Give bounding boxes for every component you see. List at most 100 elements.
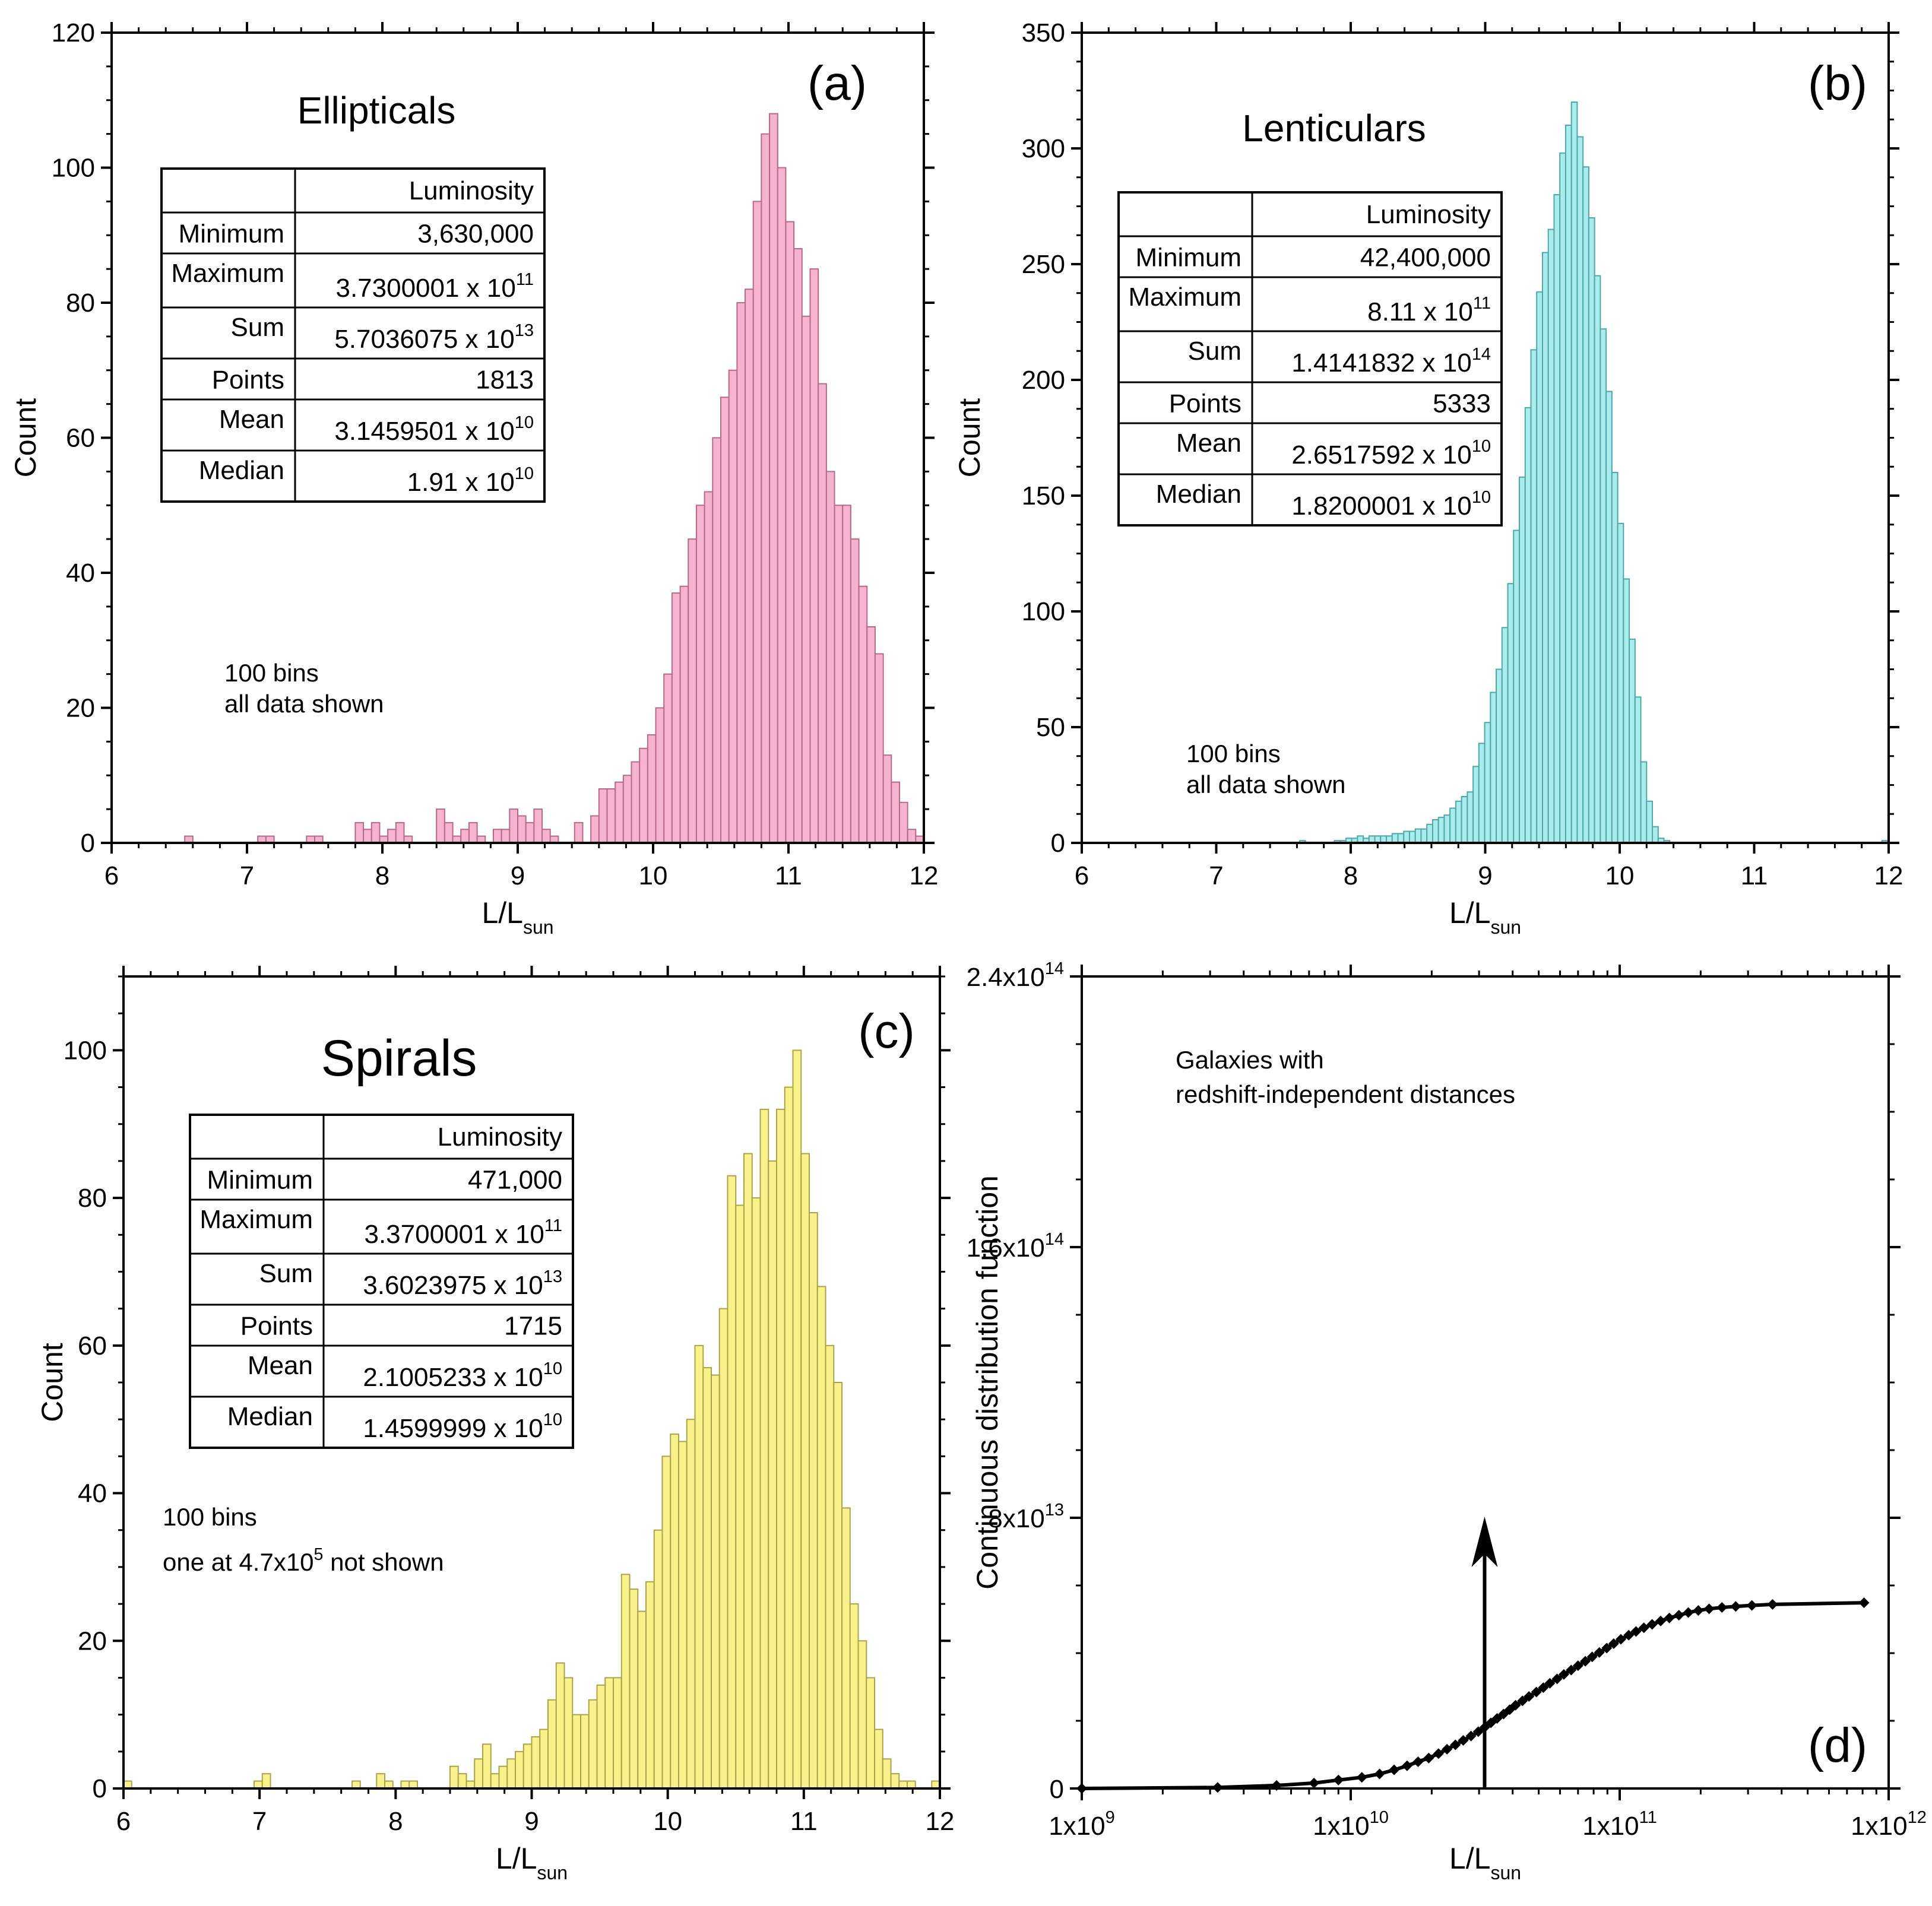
- histogram-bar: [1582, 166, 1589, 844]
- histogram-bar: [686, 1419, 696, 1790]
- y-tick-label: 50: [1036, 713, 1065, 742]
- histogram-bar: [604, 1677, 614, 1790]
- stats-value-points: 1715: [504, 1312, 562, 1341]
- stats-value-maximum-base: 3.7300001 x 10: [335, 274, 515, 303]
- histogram-note-line: all data shown: [1186, 770, 1346, 798]
- cdf-point: [1465, 1730, 1477, 1742]
- x-tick-label: 11: [790, 1807, 818, 1836]
- x-tick-label: 6: [116, 1807, 131, 1836]
- histogram-bar: [598, 788, 608, 843]
- histogram-bar: [517, 815, 527, 843]
- x-tick-label-exponent: 10: [1370, 1808, 1389, 1827]
- histogram-bar: [525, 822, 535, 843]
- cdf-point: [1683, 1607, 1694, 1618]
- histogram-bar: [1431, 819, 1439, 843]
- stats-value-median-exponent: 10: [1472, 488, 1491, 507]
- histogram-bar: [702, 1367, 712, 1789]
- histogram-bar: [1559, 152, 1566, 843]
- histogram-note-line: 100 bins: [224, 659, 319, 687]
- histogram-bar: [492, 829, 502, 843]
- histogram-bar: [501, 829, 511, 843]
- note-pre: one at 4.7x10: [163, 1548, 314, 1576]
- stats-value-points: 1813: [476, 366, 534, 395]
- stats-value-maximum-exponent: 11: [544, 1216, 562, 1235]
- stats-value-sum: 5.7036075 x 1013: [334, 321, 534, 354]
- histogram-bar: [613, 1677, 622, 1790]
- histogram-bar: [711, 1374, 720, 1790]
- panel-d-cumulative-distribution: (d) 1x109 1x1010 1x1011 1x101208x10131.6x10…: [967, 959, 1927, 1883]
- cdf-point: [1524, 1691, 1535, 1702]
- histogram-bar: [890, 1773, 900, 1789]
- cdf-point: [1544, 1677, 1556, 1689]
- cdf-point: [1551, 1673, 1563, 1685]
- stats-table-border: [1117, 191, 1503, 527]
- stats-value-mean-exponent: 10: [515, 413, 534, 432]
- histogram-bar: [1570, 102, 1578, 843]
- stats-value-maximum-base: 8.11 x 10: [1367, 297, 1473, 326]
- cdf-point: [1458, 1735, 1469, 1746]
- histogram-bar: [834, 505, 844, 843]
- histogram-note-line: 100 bins: [1186, 740, 1281, 768]
- histogram-bar: [547, 1699, 557, 1790]
- stats-value-minimum-base: 471,000: [468, 1166, 562, 1195]
- x-tick-label: 9: [524, 1807, 539, 1836]
- cdf-point: [1389, 1764, 1400, 1775]
- histogram-bar: [1652, 826, 1659, 843]
- y-tick-label: 0: [1050, 1775, 1064, 1804]
- histogram-bar: [363, 829, 372, 843]
- x-axis-title: L/Lsun: [1449, 896, 1521, 938]
- stats-value-maximum: 3.3700001 x 1011: [364, 1216, 562, 1249]
- x-tick-label: 11: [775, 861, 802, 890]
- x-tick-label: 10: [1605, 861, 1635, 890]
- histogram-bar: [818, 383, 827, 843]
- histogram-bar: [735, 1204, 745, 1789]
- cdf-point: [1730, 1601, 1741, 1612]
- y-tick-label-base: 2.4x10: [967, 963, 1045, 992]
- histogram-bar: [866, 626, 876, 843]
- histogram-note-line: all data shown: [224, 690, 384, 718]
- histogram-bar: [541, 829, 551, 843]
- histogram-bar: [370, 822, 381, 843]
- cdf-point: [1531, 1686, 1542, 1698]
- x-tick-label: 9: [1478, 861, 1492, 890]
- histogram-bar: [727, 1175, 737, 1789]
- panel-c-label: (c): [858, 1004, 915, 1058]
- y-tick-label-exponent: 13: [1045, 1501, 1064, 1520]
- stats-value-mean-base: 2.6517592 x 10: [1291, 440, 1471, 470]
- cdf-point: [1423, 1752, 1434, 1764]
- histogram-bar: [1600, 328, 1607, 843]
- histogram-bar: [874, 653, 884, 843]
- cdf-point: [1673, 1610, 1684, 1621]
- stats-label-median: Median: [227, 1402, 313, 1431]
- histogram-bar: [482, 1743, 492, 1790]
- cdf-point: [1450, 1739, 1461, 1750]
- y-tick-label-base: 0: [1050, 1775, 1064, 1804]
- histogram-bar: [841, 1507, 851, 1790]
- histogram-bar: [1634, 696, 1642, 844]
- cdf-point: [1374, 1768, 1385, 1780]
- x-tick-label: 8: [375, 861, 389, 890]
- x-axis-title-subscript: sun: [523, 916, 554, 938]
- panel-b-label: (b): [1808, 56, 1867, 110]
- histogram-bar: [1455, 800, 1462, 844]
- panel-c-spirals-histogram: (c) Spirals 6 7 8 9 10 11 12 0 20 40 60 80 100 L/Lsun…: [36, 966, 954, 1883]
- histogram-bar: [588, 1699, 598, 1790]
- y-tick-label: 350: [1022, 18, 1065, 47]
- histogram-bar: [531, 1736, 541, 1790]
- histogram-bar: [615, 781, 624, 843]
- y-tick-label: 100: [1022, 597, 1065, 626]
- stats-value-mean-exponent: 10: [543, 1359, 562, 1378]
- stats-value-sum-base: 5.7036075 x 10: [334, 325, 514, 354]
- histogram-bar: [1490, 692, 1497, 843]
- y-tick-label: 0: [93, 1774, 107, 1803]
- cdf-point: [1646, 1619, 1658, 1630]
- x-axis-title-subscript: sun: [1490, 916, 1521, 938]
- stats-table-header: Luminosity: [1366, 200, 1491, 229]
- histogram-bar: [574, 822, 584, 843]
- histogram-note-line: 100 bins: [163, 1503, 257, 1531]
- histogram-bar: [816, 1286, 826, 1790]
- histogram-bar: [704, 491, 714, 843]
- histogram-bar: [645, 1581, 655, 1789]
- histogram-bar: [688, 538, 697, 843]
- histogram-bar: [1414, 828, 1422, 843]
